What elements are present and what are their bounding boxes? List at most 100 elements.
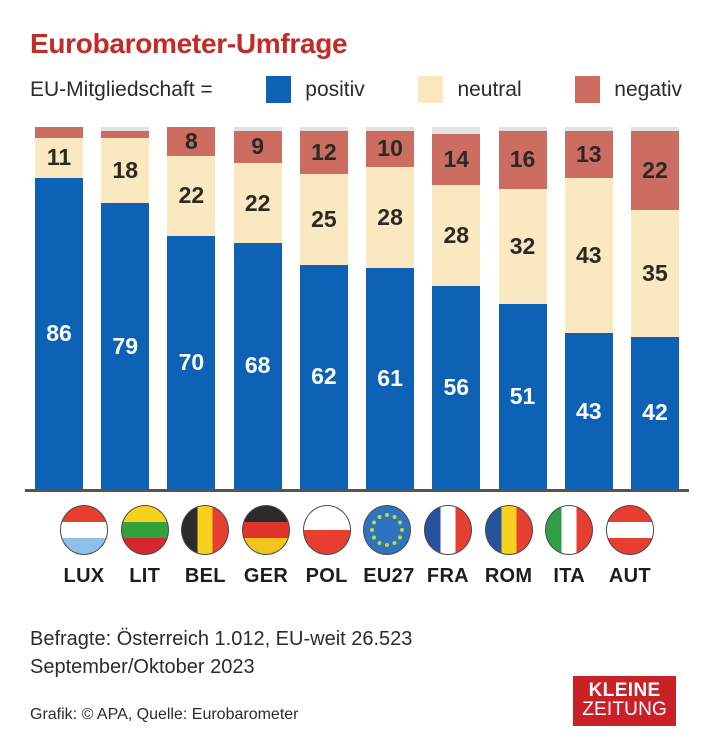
country-labels-row: LUX LIT BEL GER POL EU27 FRA ROM ITA AUT [50, 565, 664, 588]
flag-bel-icon [181, 505, 230, 555]
negativ-swatch-icon [575, 76, 601, 103]
bar-value-label: 43 [575, 397, 602, 424]
legend-item-negativ: negativ [575, 76, 682, 103]
bar-value-label: 86 [46, 319, 72, 346]
flag-slot [484, 505, 533, 555]
bar-lit: 79 18 [101, 127, 150, 489]
country-label-rom: ROM [484, 565, 533, 587]
segment-positiv: 42 [630, 336, 679, 489]
segment-positiv: 86 [35, 177, 83, 489]
bar-value-label: 22 [178, 182, 205, 209]
legend-label-negativ: negativ [614, 77, 682, 101]
flag-slot [120, 505, 169, 555]
stacked-bar-chart: 86 11 79 18 70 22 8 68 22 9 62 25 12 61 28 10 56 28 14 51 32… [25, 127, 689, 588]
bar-value-label: 8 [185, 128, 198, 154]
segment-rest-unlabeled [299, 127, 348, 131]
bar-value-label: 70 [178, 348, 205, 375]
positiv-swatch-icon [266, 76, 292, 103]
country-label-ger: GER [243, 565, 289, 587]
logo-line2: ZEITUNG [582, 699, 667, 720]
bars-row: 86 11 79 18 70 22 8 68 22 9 62 25 12 61 28 10 56 28 14 51 32… [25, 127, 689, 492]
flag-ger-icon [241, 505, 290, 555]
bar-value-label: 56 [443, 374, 470, 401]
segment-rest-unlabeled [233, 127, 282, 131]
country-label-lit: LIT [129, 565, 161, 587]
flag-slot [605, 505, 654, 555]
flag-fra-icon [423, 505, 472, 555]
bar-ita: 43 43 13 [564, 127, 613, 489]
segment-rest-unlabeled [564, 127, 613, 131]
kleine-zeitung-logo: KLEINE ZEITUNG [573, 676, 676, 726]
segment-neutral: 11 [35, 137, 83, 178]
bar-value-label: 9 [251, 133, 265, 160]
bar-value-label: 79 [112, 332, 139, 359]
bar-value-label: 28 [377, 204, 403, 230]
country-label-fra: FRA [426, 565, 469, 587]
segment-negativ: 9 [233, 130, 282, 164]
country-label-eu27: EU27 [363, 565, 415, 587]
legend-item-neutral: neutral [418, 76, 522, 103]
country-label-bel: BEL [184, 565, 226, 587]
neutral-swatch-icon [418, 76, 444, 103]
segment-neutral: 43 [564, 177, 613, 334]
bar-value-label: 11 [46, 144, 72, 171]
segment-neutral: 25 [299, 174, 348, 265]
segment-neutral: 28 [432, 184, 481, 287]
flag-aut-icon [605, 505, 654, 555]
bar-value-label: 14 [443, 146, 470, 173]
segment-negativ: 22 [630, 130, 679, 211]
bar-value-label: 68 [244, 352, 271, 379]
flags-row [50, 505, 664, 555]
credit-note: Grafik: © APA, Quelle: Eurobarometer [30, 706, 299, 724]
segment-positiv: 61 [366, 268, 415, 489]
segment-positiv: 68 [233, 242, 282, 489]
bar-value-label: 25 [311, 205, 337, 232]
segment-rest-unlabeled [366, 127, 415, 131]
country-label-ita: ITA [553, 565, 586, 587]
flag-rom-icon [484, 505, 533, 555]
segment-positiv: 70 [167, 235, 216, 489]
bar-value-label: 61 [377, 365, 403, 392]
segment-negativ: 8 [167, 127, 216, 156]
flag-slot [545, 505, 594, 555]
bar-bel: 70 22 8 [167, 127, 216, 489]
segment-neutral: 22 [167, 155, 216, 236]
page-title: Eurobarometer-Umfrage [30, 28, 348, 59]
segment-neutral: 35 [630, 210, 679, 337]
segment-positiv: 51 [498, 304, 547, 489]
segment-rest-unlabeled [630, 127, 679, 131]
legend-item-positiv: positiv [266, 76, 365, 103]
bar-value-label: 32 [509, 232, 536, 259]
flag-eu27-icon [363, 505, 412, 555]
country-label-aut: AUT [608, 565, 651, 587]
country-label-pol: POL [305, 565, 348, 587]
flag-lit-icon [120, 505, 169, 555]
bar-value-label: 22 [244, 189, 271, 216]
segment-positiv: 62 [299, 264, 348, 489]
segment-rest-unlabeled [432, 127, 481, 135]
segment-neutral: 28 [366, 166, 415, 269]
flag-lux-icon [60, 505, 108, 555]
segment-rest-unlabeled [101, 127, 150, 131]
segment-positiv: 79 [101, 203, 150, 489]
bar-rom: 51 32 16 [498, 127, 547, 489]
footer-notes: Befragte: Österreich 1.012, EU-weit 26.5… [30, 626, 684, 681]
bar-ger: 68 22 9 [233, 127, 282, 489]
segment-negativ: 10 [366, 130, 415, 167]
date-note: September/Oktober 2023 [30, 655, 255, 678]
logo-line1: KLEINE [588, 680, 661, 701]
bar-lux: 86 11 [35, 127, 83, 489]
bar-value-label: 18 [112, 156, 139, 183]
bar-value-label: 35 [642, 260, 668, 287]
flag-pol-icon [302, 505, 351, 555]
bar-value-label: 42 [642, 399, 668, 426]
segment-negativ: 16 [498, 130, 547, 189]
flag-slot [241, 505, 290, 555]
bar-value-label: 22 [642, 156, 668, 183]
segment-neutral: 32 [498, 188, 547, 305]
flag-slot [181, 505, 230, 555]
segment-negativ [101, 130, 150, 138]
bar-value-label: 12 [311, 138, 337, 165]
segment-neutral: 18 [101, 137, 150, 204]
